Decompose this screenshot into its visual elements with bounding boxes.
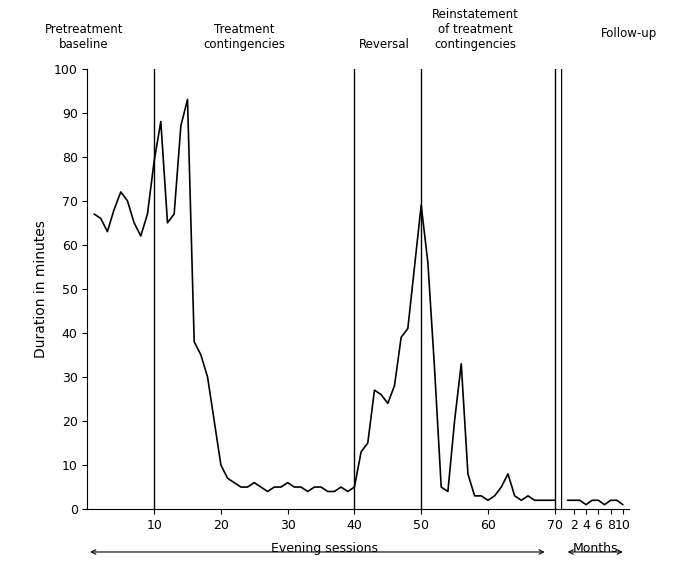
Text: Follow-up: Follow-up xyxy=(601,27,657,40)
Y-axis label: Duration in minutes: Duration in minutes xyxy=(34,220,48,358)
Text: Months: Months xyxy=(572,542,618,555)
Text: Evening sessions: Evening sessions xyxy=(271,542,378,555)
Text: Treatment
contingencies: Treatment contingencies xyxy=(203,23,286,51)
Text: Pretreatment
baseline: Pretreatment baseline xyxy=(45,23,123,51)
Text: Reinstatement
of treatment
contingencies: Reinstatement of treatment contingencies xyxy=(432,9,519,51)
Text: Reversal: Reversal xyxy=(359,38,410,51)
